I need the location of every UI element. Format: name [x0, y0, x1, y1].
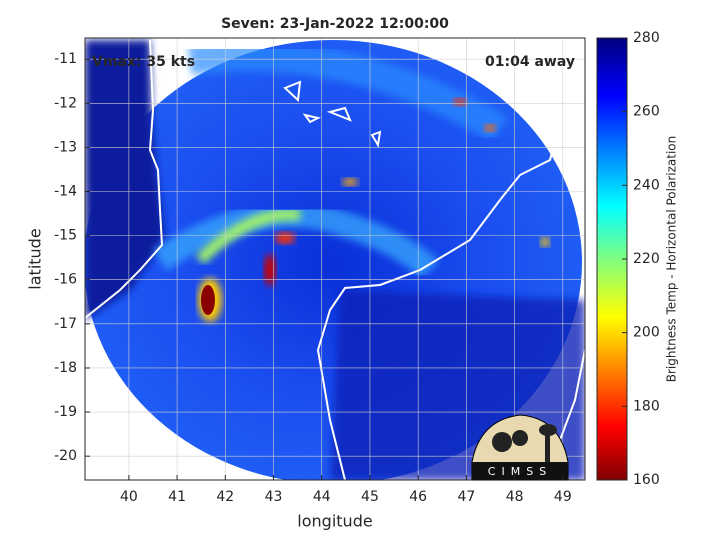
x-tick-label: 48 [506, 489, 524, 505]
y-tick-label: -14 [54, 184, 77, 200]
colorbar-tick-label: 220 [633, 251, 660, 267]
colorbar-tick-label: 180 [633, 398, 660, 414]
y-tick-label: -11 [54, 51, 77, 67]
x-tick-label: 42 [216, 489, 234, 505]
chart-title: Seven: 23-Jan-2022 12:00:00 [221, 16, 449, 32]
annotation: Vmax: 35 kts [92, 54, 195, 70]
x-tick-label: 41 [168, 489, 186, 505]
plot-frame [84, 37, 586, 481]
x-tick-label: 46 [409, 489, 427, 505]
x-tick-label: 45 [361, 489, 379, 505]
x-tick-label: 40 [120, 489, 138, 505]
colorbar-tick-label: 240 [633, 177, 660, 193]
y-tick-label: -19 [54, 404, 77, 420]
x-tick-label: 49 [554, 489, 572, 505]
logo-text: CIMSS [488, 465, 552, 478]
y-tick-label: -18 [54, 360, 77, 376]
y-tick-label: -13 [54, 139, 77, 155]
x-tick-label: 44 [313, 489, 331, 505]
colorbar-tick-label: 280 [633, 30, 660, 46]
colorbar-label: Brightness Temp - Horizontal Polarizatio… [665, 136, 679, 383]
x-axis-label: longitude [297, 512, 372, 531]
colorbar-tick-label: 200 [633, 325, 660, 341]
y-tick-label: -20 [54, 448, 77, 464]
logo: CIMSS [471, 414, 569, 481]
x-tick-label: 47 [457, 489, 475, 505]
y-axis-label: latitude [26, 228, 45, 289]
y-tick-label: -15 [54, 228, 77, 244]
colorbar-tick-label: 260 [633, 104, 660, 120]
colorbar-tick-label: 160 [633, 472, 660, 488]
y-tick-label: -17 [54, 316, 77, 332]
annotation: 01:04 away [485, 54, 575, 70]
y-tick-label: -12 [54, 95, 77, 111]
grid [85, 38, 585, 480]
x-tick-label: 43 [265, 489, 283, 505]
imagery [85, 38, 585, 480]
y-tick-label: -16 [54, 272, 77, 288]
